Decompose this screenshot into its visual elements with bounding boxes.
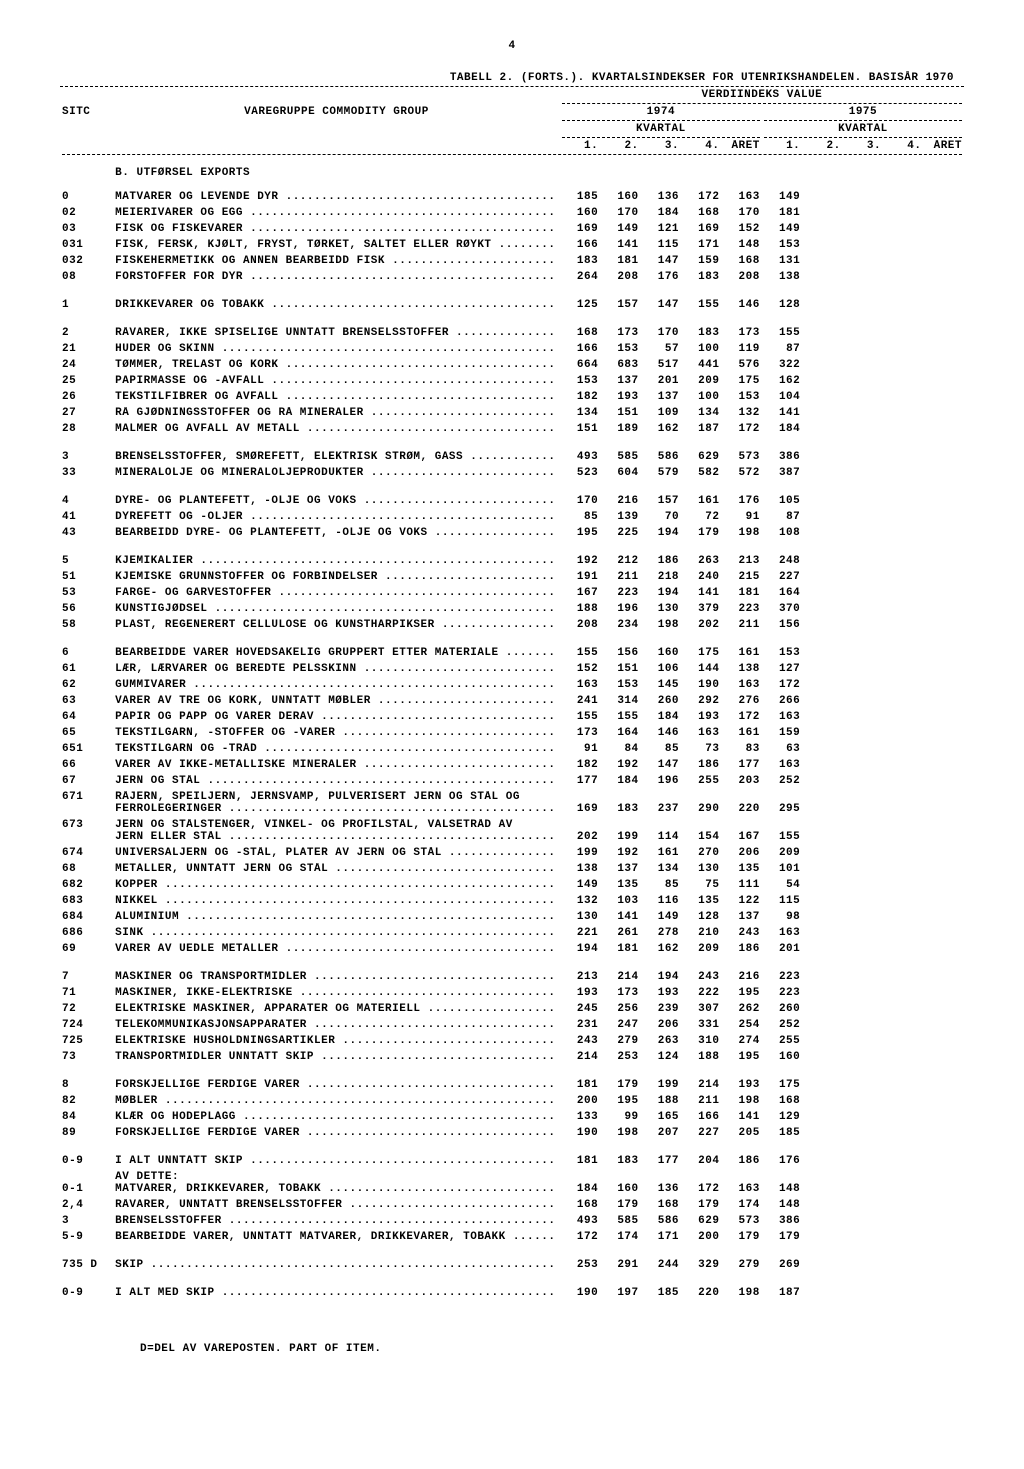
table-row: 0-9I ALT MED SKIP ......................… bbox=[60, 1287, 964, 1303]
table-row: 21HUDER OG SKINN .......................… bbox=[60, 343, 964, 359]
table-row: 24TØMMER, TRELAST OG KORK ..............… bbox=[60, 359, 964, 375]
page-number: 4 bbox=[60, 40, 964, 52]
section-b: B. UTFØRSEL EXPORTS bbox=[60, 157, 964, 179]
table-row: 682 KOPPER .............................… bbox=[60, 879, 964, 895]
table-row: 71MASKINER, IKKE-ELEKTRISKE ............… bbox=[60, 987, 964, 1003]
header-value-row: VERDIINDEKS VALUE bbox=[60, 89, 964, 101]
table-row: 725 ELEKTRISKE HUSHOLDNINGSARTIKLER ....… bbox=[60, 1035, 964, 1051]
table-row: 5KJEMIKALIER ...........................… bbox=[60, 555, 964, 571]
header-cols-row: 1.2.3.4.ÅRET1.2.3.4.ÅRET bbox=[60, 140, 964, 152]
table-row: 72ELEKTRISKE MASKINER, APPARATER OG MATE… bbox=[60, 1003, 964, 1019]
table-row: 684 ALUMINIUM ..........................… bbox=[60, 911, 964, 927]
table-row: 3 BRENSELSSTOFFER ......................… bbox=[60, 1215, 964, 1231]
table-row bbox=[60, 1067, 964, 1079]
table-row: 671 RÅJERN, SPEILJERN, JERNSVAMP, PULVER… bbox=[60, 791, 964, 803]
table-row: 8FORSKJELLIGE FERDIGE VARER ............… bbox=[60, 1079, 964, 1095]
table-row bbox=[60, 439, 964, 451]
spacer bbox=[60, 179, 964, 191]
footnote: D=DEL AV VAREPOSTEN. PART OF ITEM. bbox=[60, 1343, 964, 1355]
table-row: 5-9 BEARBEIDDE VARER, UNNTATT MATVARER, … bbox=[60, 1231, 964, 1247]
table-row: 61LÆR, LÆRVARER OG BEREDTE PELSSKINN ...… bbox=[60, 663, 964, 679]
table-row: 651 TEKSTILGARN OG -TRÅD ...............… bbox=[60, 743, 964, 759]
table-row: 64PAPIR OG PAPP OG VARER DERAV .........… bbox=[60, 711, 964, 727]
table-row bbox=[60, 1275, 964, 1287]
table-row: 683 NIKKEL .............................… bbox=[60, 895, 964, 911]
table-row: JERN ELLER STÅL ........................… bbox=[60, 831, 964, 847]
table-row: 08FORSTOFFER FOR DYR ...................… bbox=[60, 271, 964, 287]
header-year-row: SITC VAREGRUPPE COMMODITY GROUP 1974 197… bbox=[60, 106, 964, 118]
table-row: 6BEARBEIDDE VARER HOVEDSAKELIG GRUPPERT … bbox=[60, 647, 964, 663]
table-row bbox=[60, 483, 964, 495]
table-row: 674 UNIVERSALJERN OG -STÅL, PLATER AV JE… bbox=[60, 847, 964, 863]
table-row: 673 JERN OG STÅLSTENGER, VINKEL- OG PROF… bbox=[60, 819, 964, 831]
table-row: 58PLAST, REGENERERT CELLULOSE OG KUNSTHA… bbox=[60, 619, 964, 635]
table-row bbox=[60, 543, 964, 555]
table-row: 1DRIKKEVARER OG TOBAKK .................… bbox=[60, 299, 964, 315]
table-row bbox=[60, 287, 964, 299]
table-row: 63VARER AV TRE OG KORK, UNNTATT MØBLER .… bbox=[60, 695, 964, 711]
table-row: 66VARER AV IKKE-METALLISKE MINERALER ...… bbox=[60, 759, 964, 775]
table-row: AV DETTE: bbox=[60, 1171, 964, 1183]
table-row: 62GUMMIVARER ...........................… bbox=[60, 679, 964, 695]
table-row: 28MALMER OG AVFALL AV METALL ...........… bbox=[60, 423, 964, 439]
table-row: 33MINERALOLJE OG MINERALOLJEPRODUKTER ..… bbox=[60, 467, 964, 483]
data-table: VERDIINDEKS VALUE SITC VAREGRUPPE COMMOD… bbox=[60, 89, 964, 1303]
table-row: 43BEARBEIDD DYRE- OG PLANTEFETT, -OLJE O… bbox=[60, 527, 964, 543]
table-row: 73TRANSPORTMIDLER UNNTATT SKIP .........… bbox=[60, 1051, 964, 1067]
table-row: 51KJEMISKE GRUNNSTOFFER OG FORBINDELSER … bbox=[60, 571, 964, 587]
table-row: 0-1 MATVARER, DRIKKEVARER, TOBAKK ......… bbox=[60, 1183, 964, 1199]
table-row: FERROLEGERINGER ........................… bbox=[60, 803, 964, 819]
table-row: 25PAPIRMASSE OG -AVFALL ................… bbox=[60, 375, 964, 391]
table-row: 69VARER AV UEDLE METALLER ..............… bbox=[60, 943, 964, 959]
table-row bbox=[60, 1143, 964, 1155]
table-row: 84KLÆR OG HODEPLAGG ....................… bbox=[60, 1111, 964, 1127]
table-row: 0MATVARER OG LEVENDE DYR ...............… bbox=[60, 191, 964, 207]
table-row bbox=[60, 315, 964, 327]
table-row: 031 FISK, FERSK, KJØLT, FRYST, TØRKET, S… bbox=[60, 239, 964, 255]
table-row: 26TEKSTILFIBRER OG AVFALL ..............… bbox=[60, 391, 964, 407]
table-row: 2RÅVARER, IKKE SPISELIGE UNNTATT BRENSEL… bbox=[60, 327, 964, 343]
table-row: 0-9I ALT UNNTATT SKIP ..................… bbox=[60, 1155, 964, 1171]
divider bbox=[60, 86, 964, 87]
table-row bbox=[60, 635, 964, 647]
table-row: 65TEKSTILGARN, -STOFFER OG -VARER ......… bbox=[60, 727, 964, 743]
table-row: 68METALLER, UNNTATT JERN OG STÅL .......… bbox=[60, 863, 964, 879]
table-row: 2,4 RÅVARER, UNNTATT BRENSELSSTOFFER ...… bbox=[60, 1199, 964, 1215]
table-row: 82MØBLER ...............................… bbox=[60, 1095, 964, 1111]
table-row: 27RÅ GJØDNINGSSTOFFER OG RÅ MINERALER ..… bbox=[60, 407, 964, 423]
table-row: 735 DSKIP ..............................… bbox=[60, 1259, 964, 1275]
table-row: 3BRENSELSSTOFFER, SMØREFETT, ELEKTRISK S… bbox=[60, 451, 964, 467]
table-row: 53FARGE- OG GARVESTOFFER ...............… bbox=[60, 587, 964, 603]
table-row: 03FISK OG FISKEVARER ...................… bbox=[60, 223, 964, 239]
header-kvartal-row: KVARTAL KVARTAL bbox=[60, 123, 964, 135]
table-row: 67JERN OG STÅL .........................… bbox=[60, 775, 964, 791]
table-row: 7MASKINER OG TRANSPORTMIDLER ...........… bbox=[60, 971, 964, 987]
table-row: 686 SINK ...............................… bbox=[60, 927, 964, 943]
table-row: 032 FISKEHERMETIKK OG ANNEN BEARBEIDD FI… bbox=[60, 255, 964, 271]
table-row: 724 TELEKOMMUNIKASJONSAPPARATER ........… bbox=[60, 1019, 964, 1035]
table-row bbox=[60, 1247, 964, 1259]
table-row: 41DYREFETT OG -OLJER ...................… bbox=[60, 511, 964, 527]
table-row: 4DYRE- OG PLANTEFETT, -OLJE OG VOKS ....… bbox=[60, 495, 964, 511]
table-row: 89FORSKJELLIGE FERDIGE VARER ...........… bbox=[60, 1127, 964, 1143]
table-row bbox=[60, 959, 964, 971]
table-row: 02MEIERIVARER OG EGG ...................… bbox=[60, 207, 964, 223]
table-row: 56KUNSTIGJØDSEL ........................… bbox=[60, 603, 964, 619]
table-title: TABELL 2. (FORTS.). KVARTALSINDEKSER FOR… bbox=[60, 72, 964, 84]
